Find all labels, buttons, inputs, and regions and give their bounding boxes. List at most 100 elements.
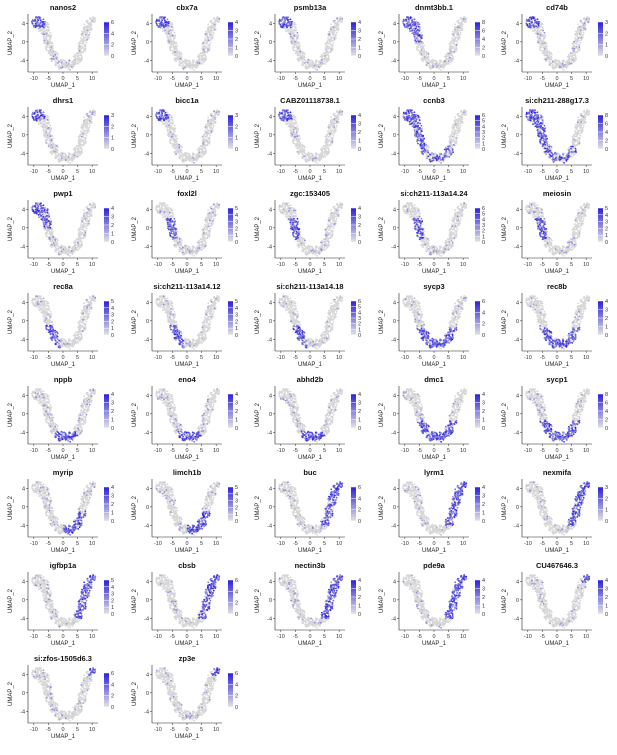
y-tick-label: 4 [269,21,272,27]
cell-point [526,24,529,27]
cell-point [302,150,305,153]
cell-point [58,60,60,63]
cell-point [47,126,50,129]
cell-point [69,68,71,71]
cell-point [58,160,61,163]
x-axis-label: UMAP_1 [51,176,76,182]
cell-point [451,54,454,57]
cell-point [49,42,52,45]
cell-point [292,138,295,141]
cell-point [88,31,91,34]
cell-point [303,53,306,55]
cell-point [176,53,178,55]
panel-title: dhrs1 [53,96,73,105]
cell-point [60,160,62,162]
cell-point [423,53,425,55]
y-tick-label: 4 [146,114,149,120]
cell-point [42,29,45,32]
colorbar-tick-label: 1 [605,43,608,49]
cell-point [169,128,171,131]
cell-point [317,66,320,68]
cell-point [169,114,172,117]
x-tick-label: 10 [213,76,219,82]
cell-point [184,160,186,162]
cell-point [45,114,48,117]
cell-point [308,66,311,69]
cell-point [287,25,289,27]
colorbar-tick-label: 3 [358,29,361,35]
cell-point [321,59,323,61]
cell-point [565,66,568,69]
cell-point [293,23,295,26]
colorbar-tick-label: 1 [111,136,114,142]
cell-point [186,155,189,158]
cell-point [205,151,207,154]
cell-point [410,30,413,32]
cell-point [297,147,300,150]
cell-point [175,41,178,44]
cell-point [47,116,50,119]
cell-point [555,63,557,66]
cell-point [157,112,160,115]
cell-point [416,21,419,24]
cell-point [290,37,292,39]
cell-point [456,26,459,29]
cell-point [297,35,299,37]
cell-point [78,58,81,60]
cell-point [204,130,206,132]
cell-point [212,25,215,27]
cell-point [43,39,46,42]
cell-point [198,55,201,58]
cell-point [337,27,340,30]
cell-point [166,35,169,38]
cell-point [45,32,48,35]
cell-point [93,111,96,113]
y-axis-label: UMAP_2 [255,30,261,55]
cell-point [214,118,216,120]
cell-point [212,124,215,127]
cell-point [443,55,446,58]
cell-point [167,134,169,137]
cell-point [198,155,201,157]
x-tick-label: -10 [401,76,409,82]
x-tick-label: -5 [417,76,422,82]
y-tick-label: -4 [144,58,149,64]
cell-point [81,151,83,154]
cell-point [201,142,204,145]
cell-point [547,56,550,59]
cell-point [414,37,416,39]
cell-point [332,41,335,44]
cell-point [172,137,175,140]
cell-point [585,18,588,20]
cell-point [175,134,178,137]
x-axis-label: UMAP_1 [298,176,323,182]
cell-point [311,64,313,67]
cell-point [42,117,45,120]
cell-point [77,142,80,145]
cell-point [86,124,88,127]
cell-point [51,153,53,155]
cell-point [45,45,48,48]
cell-point [423,51,426,54]
cell-point [298,134,301,137]
cell-point [49,124,52,127]
cell-point [180,146,183,148]
cell-point [40,21,43,24]
cell-point [65,61,68,64]
cell-point [204,147,207,150]
cell-point [44,123,46,125]
cell-point [454,49,457,52]
cell-point [539,35,541,38]
x-tick-label: 10 [336,169,342,175]
cell-point [213,23,216,26]
cell-point [213,110,216,113]
cell-point [207,48,210,51]
y-tick-label: 4 [393,21,396,27]
y-tick-label: 0 [22,40,25,46]
cell-point [76,52,78,55]
cell-point [157,26,160,28]
colorbar [104,22,109,56]
cell-point [454,26,456,29]
cell-point [447,60,450,63]
cell-point [81,144,84,146]
